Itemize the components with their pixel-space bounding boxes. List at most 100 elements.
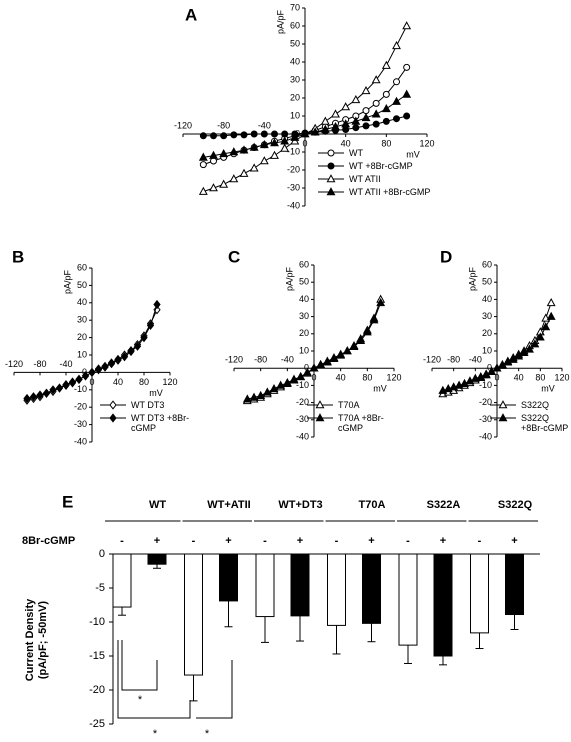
data-point	[290, 132, 300, 141]
data-point	[249, 163, 259, 172]
data-point	[392, 40, 401, 50]
legend-label: T70A +8Br-cGMP	[338, 413, 384, 433]
condition-label: -	[263, 535, 267, 547]
y-tick-label: -20	[74, 402, 87, 412]
data-point	[230, 131, 238, 139]
data-point	[331, 121, 340, 131]
data-point	[270, 138, 279, 147]
y-axis-label: (pA/pF; -50mV)	[37, 601, 49, 680]
data-point	[382, 117, 390, 125]
data-point	[219, 179, 229, 188]
legend-key	[490, 400, 516, 409]
data-point	[42, 388, 51, 398]
data-point	[352, 124, 360, 132]
y-tick-label: 0	[82, 367, 87, 377]
x-axis-label: mV	[541, 384, 555, 394]
data-point	[362, 327, 372, 336]
condition-label: +	[440, 535, 446, 547]
y-axis-label: pA/pF	[467, 266, 477, 291]
data-point	[29, 392, 38, 402]
x-tick-label: 40	[341, 138, 351, 148]
legend-key	[307, 413, 333, 422]
data-point	[381, 103, 391, 113]
y-tick-label: -10	[89, 616, 105, 628]
data-point	[361, 112, 371, 122]
data-point	[349, 341, 359, 350]
legend-key	[490, 413, 516, 422]
data-point	[402, 89, 412, 98]
y-tick-label: -30	[479, 414, 492, 424]
annotation: *	[138, 694, 143, 706]
category-label: S322Q	[498, 499, 533, 511]
data-point	[219, 148, 229, 158]
data-point	[371, 75, 381, 84]
bar	[147, 553, 167, 565]
x-axis-label: mV	[406, 149, 420, 159]
data-point	[530, 339, 540, 348]
legend-label: S322Q	[521, 400, 550, 410]
condition-label: -	[335, 535, 339, 547]
y-tick-label: 10	[290, 110, 300, 120]
legend-label: WT +8Br-cGMP	[349, 161, 413, 171]
y-tick-label: -5	[95, 582, 105, 594]
data-point	[300, 129, 310, 138]
y-tick-label: -10	[287, 146, 300, 156]
data-point	[259, 156, 269, 165]
x-tick-label: -120	[423, 355, 441, 365]
data-point	[302, 367, 312, 376]
data-point	[107, 359, 116, 369]
y-tick-label: 20	[290, 92, 300, 102]
data-point	[362, 122, 370, 130]
x-axis-label: mV	[373, 384, 387, 394]
data-point	[310, 127, 320, 136]
data-point	[101, 362, 109, 372]
data-point	[220, 132, 228, 140]
y-tick-label: 10	[482, 345, 492, 355]
condition-label: -	[478, 535, 482, 547]
data-point	[281, 130, 289, 138]
data-point	[392, 96, 401, 105]
legend-label: WT ATII +8Br-cGMP	[349, 187, 431, 197]
y-tick-label: -30	[296, 414, 309, 424]
y-tick-label: 50	[299, 277, 309, 287]
x-tick-label: -120	[5, 359, 23, 369]
x-tick-label: 0	[89, 377, 94, 387]
data-point	[242, 394, 252, 403]
y-tick-label: 50	[77, 280, 87, 290]
x-tick-label: -120	[174, 120, 192, 130]
annotation: *	[205, 728, 210, 740]
legend-label: T70A	[338, 400, 360, 410]
y-tick-label: 40	[482, 294, 492, 304]
x-tick-label: -80	[254, 355, 267, 365]
data-point	[280, 136, 290, 145]
data-point	[525, 344, 534, 353]
legend-label: WT	[349, 148, 363, 158]
data-point	[198, 186, 208, 195]
data-point	[402, 21, 412, 30]
legend: T70A T70A +8Br-cGMP	[305, 400, 400, 436]
legend-label: WT DT3 +8Br-cGMP	[131, 413, 190, 433]
legend-key	[307, 400, 333, 409]
legend-key	[318, 174, 344, 183]
data-point	[133, 341, 142, 351]
bar	[470, 553, 489, 634]
data-point	[362, 107, 370, 115]
data-point	[240, 131, 248, 139]
data-point	[127, 346, 135, 357]
data-point	[351, 94, 361, 104]
y-tick-label: 20	[77, 332, 87, 342]
y-tick-label: 0	[304, 363, 309, 373]
data-point	[371, 109, 381, 118]
bar	[112, 553, 132, 608]
data-point	[239, 145, 249, 154]
data-point	[270, 150, 279, 159]
data-point	[351, 116, 361, 125]
y-axis-label: pA/pF	[275, 9, 285, 34]
bar	[433, 553, 453, 657]
data-point	[296, 371, 306, 381]
panel: A-120-80-4004080120-40-30-20-10010203040…	[174, 2, 435, 210]
y-tick-label: 20	[482, 328, 492, 338]
x-axis-label: mV	[149, 388, 163, 398]
